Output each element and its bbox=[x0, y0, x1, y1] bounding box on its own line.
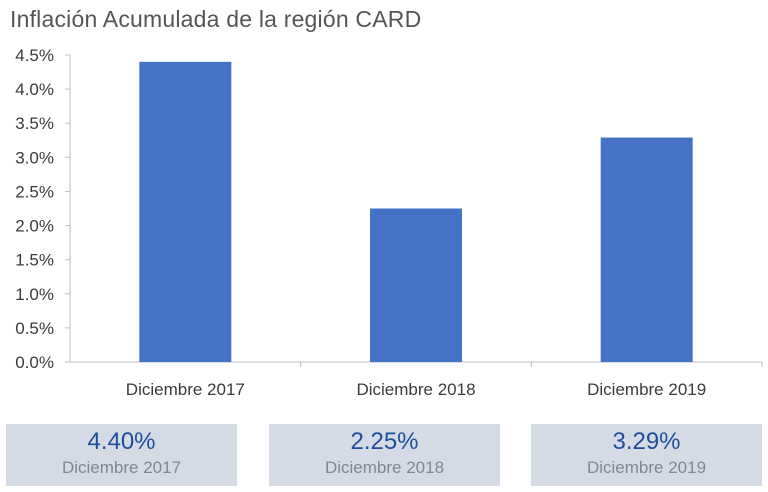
y-tick-label: 3.0% bbox=[15, 148, 54, 167]
bar-3 bbox=[600, 137, 693, 362]
y-tick-label: 1.0% bbox=[15, 285, 54, 304]
x-tick-label: Diciembre 2019 bbox=[587, 380, 706, 399]
summary-card-label: Diciembre 2018 bbox=[324, 458, 445, 477]
summary-card-value: 3.29% bbox=[612, 428, 681, 455]
summary-card-label: Diciembre 2017 bbox=[61, 458, 182, 477]
summary-card-2019: 3.29% Diciembre 2019 bbox=[531, 424, 762, 486]
y-tick-label: 4.5% bbox=[15, 46, 54, 65]
y-tick-label: 2.5% bbox=[15, 182, 54, 201]
bar-2 bbox=[370, 208, 462, 362]
y-tick-label: 2.0% bbox=[15, 217, 54, 236]
summary-cards: 4.40% Diciembre 2017 2.25% Diciembre 201… bbox=[0, 424, 768, 486]
chart-title: Inflación Acumulada de la región CARD bbox=[10, 6, 422, 32]
bar-chart: 0.0% 0.5% 1.0% 1.5% 2.0% 2.5% 3.0% 3.5% 4.0% 4.5%… bbox=[15, 46, 763, 399]
bar-1 bbox=[139, 61, 232, 362]
summary-card-value: 2.25% bbox=[350, 428, 419, 455]
x-tick-label: Diciembre 2017 bbox=[126, 380, 245, 399]
summary-card-label: Diciembre 2019 bbox=[586, 458, 707, 477]
y-tick-label: 0.0% bbox=[15, 353, 54, 372]
summary-card-value: 4.40% bbox=[87, 428, 156, 455]
y-tick-label: 3.5% bbox=[15, 114, 54, 133]
summary-card-2018: 2.25% Diciembre 2018 bbox=[269, 424, 500, 486]
y-tick-label: 4.0% bbox=[15, 80, 54, 99]
y-tick-label: 0.5% bbox=[15, 319, 54, 338]
x-tick-label: Diciembre 2018 bbox=[356, 380, 475, 399]
summary-card-2017: 4.40% Diciembre 2017 bbox=[6, 424, 237, 486]
y-tick-label: 1.5% bbox=[15, 251, 54, 270]
